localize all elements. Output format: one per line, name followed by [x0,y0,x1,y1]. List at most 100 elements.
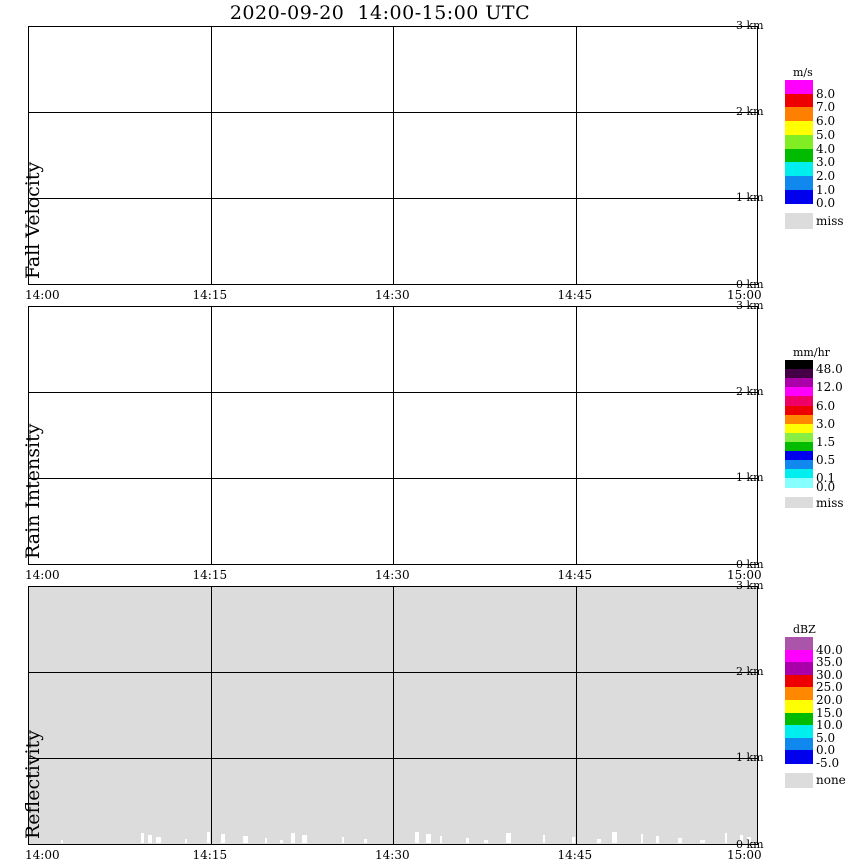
x-axis-tick-label: 14:15 [192,848,228,862]
axis-label-fall-velocity: Fall Velocity [22,161,44,279]
panel-rain-intensity[interactable] [28,306,758,565]
colorbar-tick-label: 12.0 [816,380,843,395]
y-axis-tick-label: 2 km [736,385,764,399]
ground-return-marker [184,839,187,843]
colorbar-band[interactable] [785,478,813,488]
ground-return-marker [290,833,295,843]
colorbar-band[interactable] [785,700,813,714]
colorbar-missing-label: miss [816,495,844,510]
colorbar-band[interactable] [785,189,813,204]
x-axis-tick-label: 14:45 [557,288,593,302]
colorbar-band[interactable] [785,451,813,461]
colorbar-band[interactable] [785,441,813,452]
colorbar-unit-label: mm/hr [793,346,830,359]
colorbar-missing-swatch[interactable] [785,213,813,229]
x-axis-tick-label: 14:00 [25,848,60,862]
gridline-vertical [393,306,394,565]
ground-return-marker [571,837,575,843]
x-axis-tick-label: 14:00 [25,568,60,582]
colorbar-band[interactable] [785,674,813,688]
colorbar-band[interactable] [785,360,813,370]
y-axis-tick-label: 1 km [736,471,764,485]
colorbar-missing-swatch[interactable] [785,773,813,788]
colorbar-band[interactable] [785,737,813,751]
colorbar-tick-label: 3.0 [816,155,836,170]
y-axis-tick-label: 2 km [736,665,764,679]
ground-return-marker [597,839,602,843]
ground-return-marker [363,839,367,843]
colorbar-tick-label: 1.5 [816,434,836,449]
x-axis-tick-label: 14:30 [375,848,410,862]
colorbar-tick-label: 0.5 [816,453,836,468]
colorbar-band[interactable] [785,432,813,443]
colorbar-tick-label: 2.0 [816,168,836,183]
colorbar-band[interactable] [785,80,813,95]
colorbar-tick-label: 6.0 [816,398,836,413]
y-axis-tick-label: 3 km [736,579,764,592]
colorbar-band[interactable] [785,107,813,122]
colorbar-missing-label: miss [816,214,844,229]
panel-reflectivity[interactable] [28,586,758,845]
colorbar-missing-label: none [816,773,846,788]
ground-return-marker [206,832,210,843]
ground-return-marker [677,838,682,843]
colorbar-band[interactable] [785,712,813,726]
colorbar-band[interactable] [785,134,813,150]
gridline-vertical [393,26,394,285]
colorbar-tick-label: 6.0 [816,114,836,129]
colorbar-band[interactable] [785,121,813,136]
ground-return-marker [542,835,545,843]
colorbar-tick-label: 1.0 [816,182,836,197]
colorbar-tick-label: 40.0 [816,642,843,657]
y-axis-tick-label: 0 km [736,838,764,851]
colorbar-tick-label: 8.0 [816,86,836,101]
colorbar-band[interactable] [785,649,813,663]
colorbar-tick-label: 30.0 [816,667,843,682]
colorbar-band[interactable] [785,387,813,397]
colorbar-band[interactable] [785,750,813,764]
plot-frame [28,586,758,845]
colorbar-band[interactable] [785,469,813,479]
colorbar-tick-label: 5.0 [816,127,836,142]
colorbar-band[interactable] [785,175,813,191]
colorbar-tick-label: 0.0 [816,196,836,211]
ground-return-marker [506,833,512,843]
plot-frame [28,306,758,565]
colorbar-band[interactable] [785,637,813,651]
ground-return-marker [440,836,443,843]
colorbar-band[interactable] [785,662,813,676]
colorbar-band[interactable] [785,93,813,108]
colorbar-band[interactable] [785,423,813,434]
colorbar-missing-swatch[interactable] [785,497,813,509]
ground-return-marker [279,840,283,843]
colorbar-band[interactable] [785,396,813,407]
ground-return-marker [641,834,644,843]
colorbar-band[interactable] [785,148,813,163]
colorbar-band[interactable] [785,378,813,388]
panel-fall-velocity[interactable] [28,26,758,285]
ground-return-marker [155,837,161,843]
colorbar-band[interactable] [785,460,813,470]
colorbar-tick-label: 7.0 [816,100,836,115]
x-axis-tick-label: 14:15 [192,288,228,302]
y-axis-tick-label: 0 km [736,558,764,571]
y-axis-tick-label: 3 km [736,299,764,312]
colorbar-tick-label: 10.0 [816,718,843,733]
ground-return-marker [148,835,153,843]
x-axis-tick-label: 14:30 [375,568,410,582]
ground-return-marker [484,840,489,843]
ground-return-marker [699,840,705,843]
colorbar-band[interactable] [785,405,813,416]
ground-return-marker [341,837,344,843]
colorbar-band[interactable] [785,162,813,177]
colorbar-band[interactable] [785,414,813,425]
axis-label-rain-intensity: Rain Intensity [22,423,44,559]
colorbar-band[interactable] [785,369,813,379]
colorbar-band[interactable] [785,725,813,739]
ground-return-marker [60,840,63,843]
colorbar-band[interactable] [785,687,813,701]
ground-return-marker [466,838,469,843]
colorbar-tick-label: 5.0 [816,730,836,745]
colorbar-tick-label: 3.0 [816,416,836,431]
y-axis-tick-label: 3 km [736,19,764,32]
